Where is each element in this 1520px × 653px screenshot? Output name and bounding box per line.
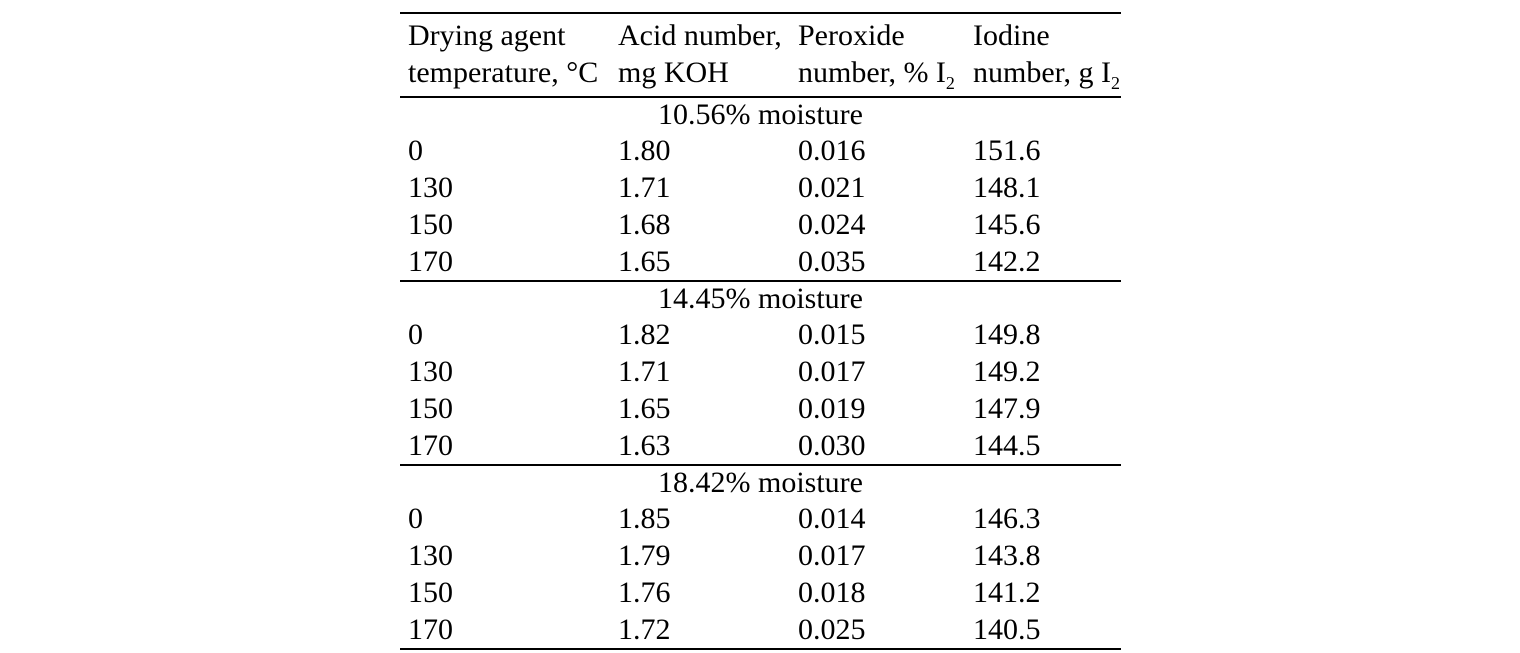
cell-iodine-number: 144.5 [965, 427, 1121, 466]
col-header-iodine-number: Iodine number, g I2 [965, 12, 1121, 98]
cell-iodine-number: 148.1 [973, 170, 1041, 204]
col-header-line: temperature, °C [408, 56, 599, 89]
cell-acid-number: 1.80 [618, 133, 671, 167]
cell-acid-number: 1.65 [610, 243, 790, 282]
cell-temperature: 0 [408, 501, 423, 535]
cell-peroxide-number: 0.025 [790, 611, 965, 650]
cell-iodine-number: 146.3 [973, 501, 1041, 535]
cell-iodine-number: 147.9 [973, 391, 1041, 425]
subscript: 2 [1110, 73, 1120, 93]
col-header-drying-agent-temperature: Drying agent temperature, °C [400, 12, 610, 98]
table-row: 130 1.71 0.021 148.1 [400, 169, 1121, 206]
table-row: 0 1.80 0.016 151.6 [400, 132, 1121, 169]
cell-peroxide-number: 0.035 [790, 243, 965, 282]
cell-iodine-number: 149.8 [973, 317, 1041, 351]
col-header-line: number, g I2 [973, 56, 1120, 93]
cell-iodine-number: 142.2 [965, 243, 1121, 282]
cell-acid-number: 1.71 [618, 170, 671, 204]
col-header-line: Drying agent [408, 19, 566, 52]
table-row: 0 1.85 0.014 146.3 [400, 500, 1121, 537]
cell-iodine-number: 140.5 [965, 611, 1121, 650]
table-row: 150 1.68 0.024 145.6 [400, 206, 1121, 243]
cell-temperature: 150 [408, 207, 453, 241]
cell-acid-number: 1.68 [618, 207, 671, 241]
table-row: 150 1.65 0.019 147.9 [400, 390, 1121, 427]
cell-temperature: 130 [408, 538, 453, 572]
section-title-row: 10.56% moisture [400, 97, 1121, 132]
cell-peroxide-number: 0.030 [790, 427, 965, 466]
cell-peroxide-number: 0.017 [798, 354, 866, 388]
table-header: Drying agent temperature, °C Acid number… [400, 12, 1121, 98]
cell-temperature: 130 [408, 170, 453, 204]
cell-acid-number: 1.76 [618, 575, 671, 609]
section-title: 14.45% moisture [658, 282, 863, 315]
cell-peroxide-number: 0.024 [798, 207, 866, 241]
table-row: 170 1.63 0.030 144.5 [400, 427, 1121, 466]
section-title: 18.42% moisture [658, 466, 863, 499]
col-header-line: Peroxide [798, 19, 905, 52]
col-header-peroxide-number: Peroxide number, % I2 [790, 12, 965, 98]
col-header-line: mg KOH [618, 56, 729, 89]
table-row: 130 1.79 0.017 143.8 [400, 537, 1121, 574]
cell-peroxide-number: 0.016 [798, 133, 866, 167]
cell-peroxide-number: 0.015 [798, 317, 866, 351]
section-title-row: 14.45% moisture [400, 281, 1121, 316]
cell-acid-number: 1.72 [610, 611, 790, 650]
col-header-acid-number: Acid number, mg KOH [610, 12, 790, 98]
cell-acid-number: 1.79 [618, 538, 671, 572]
cell-peroxide-number: 0.017 [798, 538, 866, 572]
cell-acid-number: 1.65 [618, 391, 671, 425]
results-table-container: Drying agent temperature, °C Acid number… [400, 12, 1121, 650]
cell-acid-number: 1.63 [610, 427, 790, 466]
table-row: 150 1.76 0.018 141.2 [400, 574, 1121, 611]
cell-acid-number: 1.85 [618, 501, 671, 535]
table-row: 170 1.72 0.025 140.5 [400, 611, 1121, 650]
cell-temperature: 170 [400, 243, 610, 282]
cell-temperature: 150 [408, 575, 453, 609]
col-header-line: Acid number, [618, 19, 782, 52]
cell-peroxide-number: 0.019 [798, 391, 866, 425]
cell-temperature: 0 [408, 133, 423, 167]
table-row: 0 1.82 0.015 149.8 [400, 316, 1121, 353]
drying-results-table: Drying agent temperature, °C Acid number… [400, 12, 1121, 650]
cell-temperature: 170 [400, 427, 610, 466]
cell-temperature: 130 [408, 354, 453, 388]
header-row: Drying agent temperature, °C Acid number… [400, 12, 1121, 98]
cell-iodine-number: 141.2 [973, 575, 1041, 609]
table-row: 170 1.65 0.035 142.2 [400, 243, 1121, 282]
cell-acid-number: 1.82 [618, 317, 671, 351]
cell-temperature: 170 [400, 611, 610, 650]
cell-acid-number: 1.71 [618, 354, 671, 388]
subscript: 2 [945, 73, 955, 93]
table-row: 130 1.71 0.017 149.2 [400, 353, 1121, 390]
cell-peroxide-number: 0.021 [798, 170, 866, 204]
section-title: 10.56% moisture [658, 98, 863, 131]
section-title-row: 18.42% moisture [400, 465, 1121, 500]
cell-iodine-number: 151.6 [973, 133, 1041, 167]
cell-iodine-number: 143.8 [973, 538, 1041, 572]
col-header-line: Iodine [973, 19, 1050, 52]
cell-temperature: 150 [408, 391, 453, 425]
col-header-line: number, % I2 [798, 56, 955, 93]
cell-peroxide-number: 0.018 [798, 575, 866, 609]
cell-iodine-number: 145.6 [973, 207, 1041, 241]
cell-peroxide-number: 0.014 [798, 501, 866, 535]
cell-temperature: 0 [408, 317, 423, 351]
cell-iodine-number: 149.2 [973, 354, 1041, 388]
